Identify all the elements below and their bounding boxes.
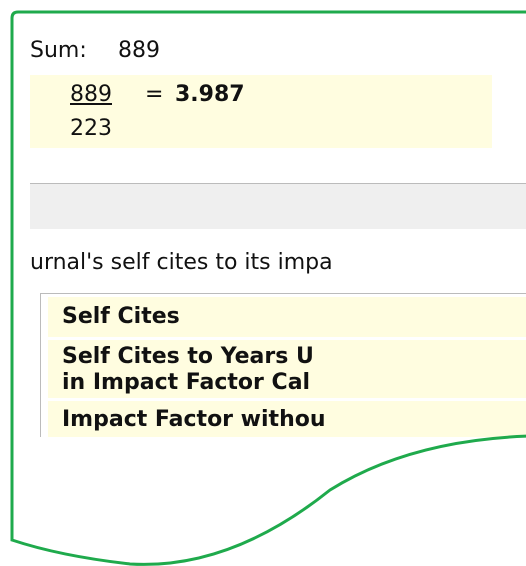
outline-path bbox=[10, 10, 526, 566]
equals: = bbox=[145, 82, 164, 107]
section-band bbox=[30, 183, 526, 229]
table-cell: Impact Factor withou bbox=[48, 401, 526, 437]
result: 3.987 bbox=[175, 82, 245, 107]
description: urnal's self cites to its impa bbox=[30, 250, 333, 275]
table-cell: Self Cites to Years U in Impact Factor C… bbox=[48, 340, 526, 398]
table-cell: Self Cites bbox=[48, 297, 526, 337]
denominator: 223 bbox=[70, 116, 112, 141]
cell-line: Self Cites to Years U bbox=[62, 344, 314, 369]
sum-label: Sum: bbox=[30, 38, 87, 63]
numerator: 889 bbox=[70, 82, 112, 107]
content: Sum: 889 889 = 3.987 223 urnal's self ci… bbox=[30, 38, 526, 437]
fraction-box bbox=[30, 75, 492, 148]
sum-value: 889 bbox=[118, 38, 160, 63]
cell-line: in Impact Factor Cal bbox=[62, 370, 311, 395]
